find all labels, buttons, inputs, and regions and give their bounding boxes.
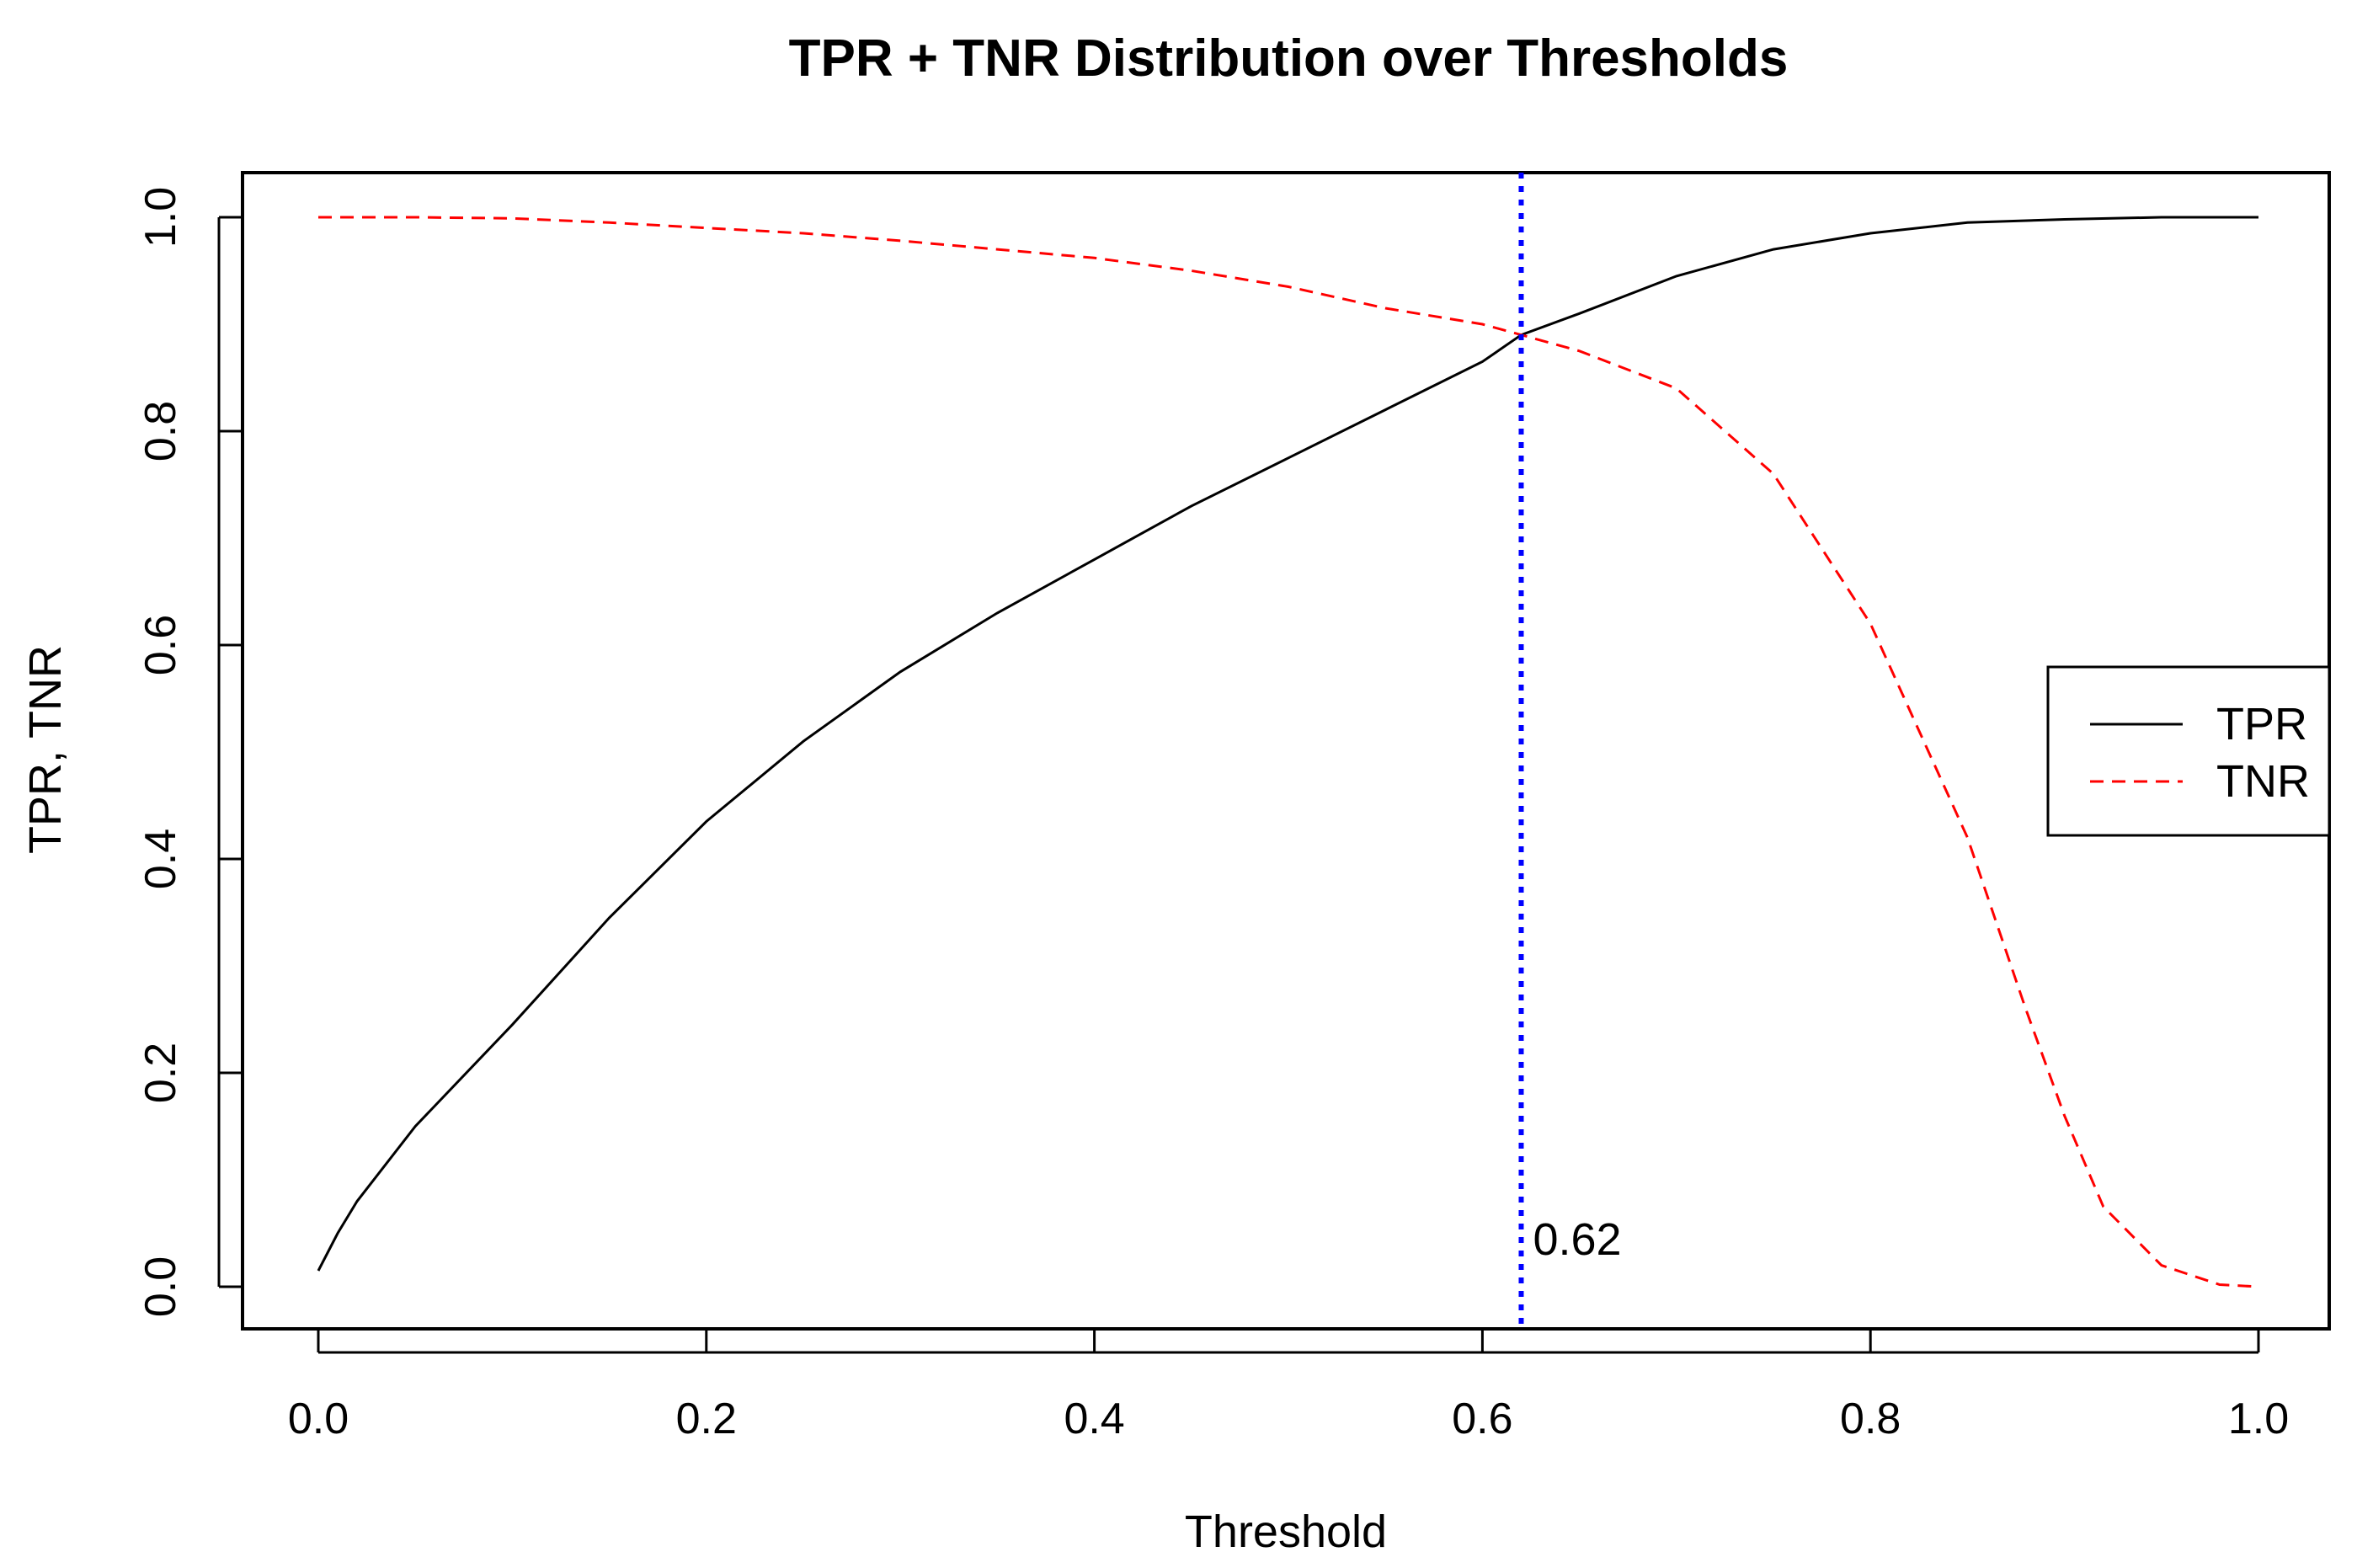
series-line-tnr [318, 216, 2259, 1288]
y-tick-label: 0.6 [136, 615, 185, 675]
x-tick-label: 0.4 [1064, 1395, 1124, 1443]
legend-box [2046, 665, 2331, 837]
x-axis-label: Threshold [1185, 1507, 1387, 1557]
y-tick-label: 0.2 [136, 1043, 185, 1103]
vline-layer: 0.62 [1518, 173, 1622, 1329]
chart-title: TPR + TNR Distribution over Thresholds [789, 29, 1789, 88]
x-tick-label: 1.0 [2228, 1395, 2289, 1443]
plot-frame [241, 171, 2331, 1331]
y-axis-label: TPR, TNR [20, 645, 71, 854]
x-axis: 0.0 0.2 0.4 0.6 0.8 1.0 [288, 1329, 2289, 1443]
y-tick-label: 1.0 [136, 187, 185, 248]
threshold-label: 0.62 [1533, 1214, 1621, 1265]
x-tick-label: 0.8 [1840, 1395, 1901, 1443]
series-line-tpr [317, 216, 2258, 1272]
x-tick-label: 0.0 [288, 1395, 349, 1443]
x-tick-label: 0.2 [676, 1395, 737, 1443]
legend: TPR TNR [2046, 665, 2331, 837]
legend-label-tpr: TPR [2216, 699, 2307, 749]
y-tick-label: 0.0 [136, 1256, 185, 1317]
y-axis: 0.0 0.2 0.4 0.6 0.8 1.0 [136, 187, 243, 1317]
y-tick-label: 0.4 [136, 829, 185, 889]
y-tick-label: 0.8 [136, 401, 185, 461]
legend-label-tnr: TNR [2216, 756, 2310, 807]
series-layer [317, 216, 2259, 1288]
x-tick-label: 0.6 [1452, 1395, 1512, 1443]
